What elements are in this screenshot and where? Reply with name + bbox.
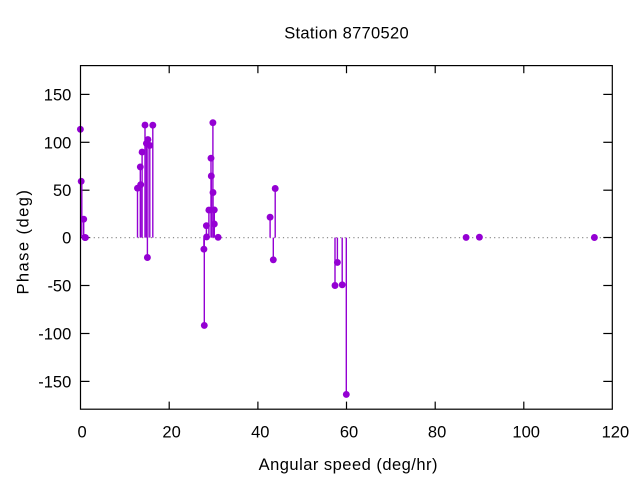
svg-text:150: 150 [44, 86, 72, 104]
svg-text:40: 40 [251, 423, 269, 441]
svg-text:Station 8770520: Station 8770520 [284, 25, 409, 43]
svg-text:50: 50 [53, 182, 71, 200]
svg-text:Angular speed (deg/hr): Angular speed (deg/hr) [259, 456, 438, 474]
svg-text:100: 100 [512, 423, 540, 441]
svg-text:100: 100 [44, 134, 72, 152]
svg-text:0: 0 [62, 230, 71, 248]
svg-text:20: 20 [162, 423, 180, 441]
svg-text:60: 60 [340, 423, 358, 441]
svg-text:-100: -100 [38, 326, 71, 344]
svg-text:80: 80 [428, 423, 446, 441]
svg-text:-50: -50 [47, 278, 71, 296]
svg-text:-150: -150 [38, 373, 71, 391]
svg-text:Phase (deg): Phase (deg) [15, 189, 33, 295]
svg-text:120: 120 [602, 423, 630, 441]
svg-text:0: 0 [78, 423, 87, 441]
